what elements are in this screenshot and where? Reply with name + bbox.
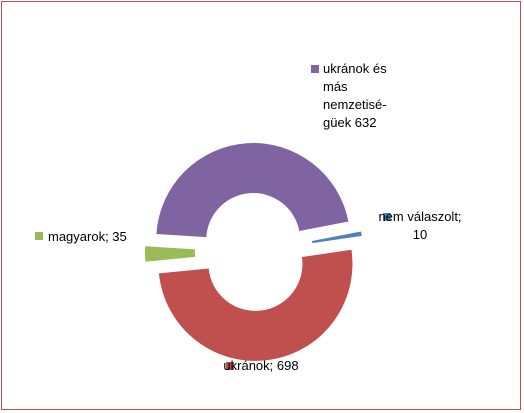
data-label: ukránok; 698 <box>223 358 299 373</box>
doughnut-slice <box>156 143 349 238</box>
label-key <box>35 232 43 240</box>
label-key <box>311 65 319 73</box>
doughnut-slice <box>311 231 362 244</box>
label-key <box>383 213 391 221</box>
doughnut-slice <box>158 249 353 361</box>
data-label: ukránok és más nemzetisé-güek 632 <box>323 61 387 130</box>
doughnut-slice <box>145 246 196 262</box>
data-label: nem válaszolt; 10 <box>378 209 462 242</box>
data-label: magyarok; 35 <box>48 229 127 244</box>
label-key <box>226 362 234 370</box>
